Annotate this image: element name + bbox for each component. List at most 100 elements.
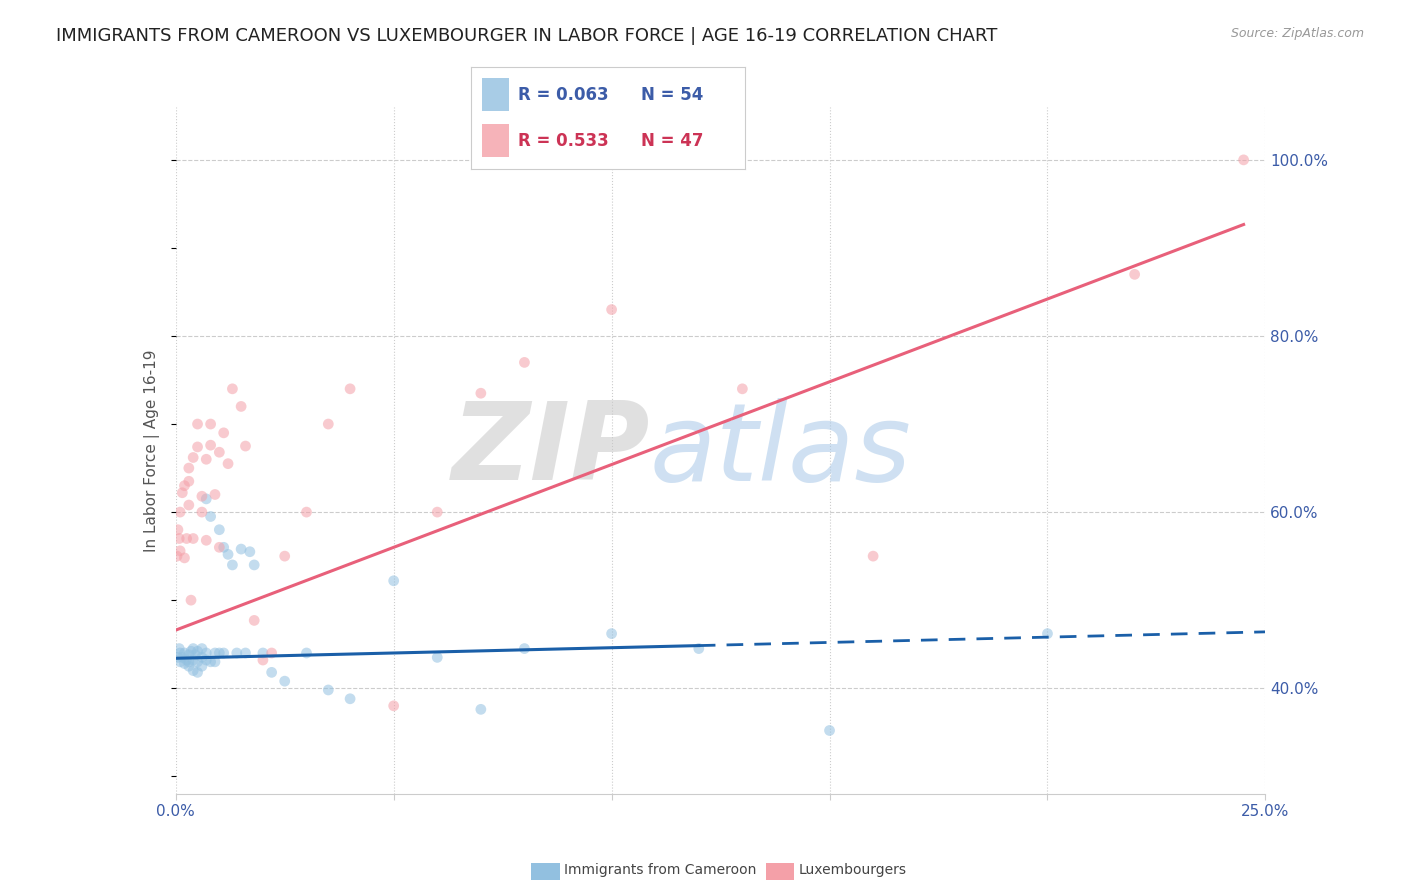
Point bbox=[177, 648, 200, 662]
Point bbox=[208, 646, 231, 660]
Point bbox=[382, 574, 405, 588]
Point bbox=[167, 650, 190, 665]
Point bbox=[172, 485, 194, 500]
Point bbox=[195, 653, 218, 667]
Point bbox=[688, 641, 710, 656]
Point bbox=[167, 523, 190, 537]
Point bbox=[235, 439, 257, 453]
Point bbox=[243, 614, 266, 628]
Point bbox=[173, 478, 195, 492]
Point bbox=[176, 653, 198, 667]
Point bbox=[184, 648, 207, 662]
Point bbox=[208, 541, 231, 555]
Point bbox=[217, 547, 239, 561]
Point bbox=[169, 505, 191, 519]
Point bbox=[173, 550, 195, 565]
Point bbox=[191, 641, 214, 656]
Point bbox=[470, 702, 492, 716]
Point bbox=[195, 646, 218, 660]
Point bbox=[177, 461, 200, 475]
Point bbox=[600, 302, 623, 317]
Point bbox=[176, 532, 198, 546]
Point bbox=[239, 545, 262, 559]
Point bbox=[426, 505, 449, 519]
Point bbox=[243, 558, 266, 572]
Text: IMMIGRANTS FROM CAMEROON VS LUXEMBOURGER IN LABOR FORCE | AGE 16-19 CORRELATION : IMMIGRANTS FROM CAMEROON VS LUXEMBOURGER… bbox=[56, 27, 998, 45]
Point bbox=[180, 644, 202, 658]
Point bbox=[195, 452, 218, 467]
Point bbox=[862, 549, 884, 563]
Point bbox=[382, 698, 405, 713]
Point bbox=[167, 641, 190, 656]
Point bbox=[231, 542, 253, 557]
Point bbox=[181, 653, 204, 667]
Point bbox=[186, 417, 209, 431]
Point bbox=[235, 646, 257, 660]
Point bbox=[181, 450, 204, 465]
Point bbox=[181, 664, 204, 678]
Point bbox=[818, 723, 841, 738]
Point bbox=[212, 541, 235, 555]
Point bbox=[225, 646, 247, 660]
Point bbox=[169, 544, 191, 558]
Text: Luxembourgers: Luxembourgers bbox=[799, 863, 907, 877]
Bar bbox=[482, 124, 509, 157]
Point bbox=[195, 491, 218, 506]
Point bbox=[172, 650, 194, 665]
Point bbox=[195, 533, 218, 548]
Point bbox=[600, 626, 623, 640]
Point bbox=[470, 386, 492, 401]
Text: Immigrants from Cameroon: Immigrants from Cameroon bbox=[564, 863, 756, 877]
Point bbox=[204, 487, 226, 501]
Point bbox=[177, 475, 200, 489]
Point bbox=[173, 646, 195, 660]
Point bbox=[731, 382, 754, 396]
Point bbox=[200, 438, 222, 452]
Point bbox=[208, 523, 231, 537]
Text: N = 47: N = 47 bbox=[641, 132, 703, 150]
Point bbox=[181, 641, 204, 656]
Point bbox=[252, 653, 274, 667]
Point bbox=[1036, 626, 1059, 640]
Text: Source: ZipAtlas.com: Source: ZipAtlas.com bbox=[1230, 27, 1364, 40]
Point bbox=[1123, 268, 1146, 282]
Point bbox=[231, 400, 253, 414]
Point bbox=[191, 489, 214, 503]
Point bbox=[221, 558, 243, 572]
Y-axis label: In Labor Force | Age 16-19: In Labor Force | Age 16-19 bbox=[143, 349, 160, 552]
Point bbox=[177, 659, 200, 673]
Point bbox=[339, 382, 361, 396]
Point bbox=[186, 665, 209, 680]
Point bbox=[426, 650, 449, 665]
Text: atlas: atlas bbox=[650, 398, 911, 503]
Point bbox=[169, 655, 191, 669]
Point bbox=[186, 655, 209, 669]
Point bbox=[513, 355, 536, 369]
Point bbox=[186, 644, 209, 658]
Point bbox=[274, 674, 297, 689]
Point bbox=[186, 440, 209, 454]
Point bbox=[173, 657, 195, 671]
Point bbox=[180, 593, 202, 607]
Point bbox=[167, 532, 190, 546]
Point bbox=[208, 445, 231, 459]
Point bbox=[217, 457, 239, 471]
Point bbox=[200, 417, 222, 431]
Point bbox=[339, 691, 361, 706]
Bar bbox=[482, 78, 509, 111]
Point bbox=[204, 646, 226, 660]
Point bbox=[318, 417, 340, 431]
Point bbox=[1232, 153, 1256, 167]
Point bbox=[200, 509, 222, 524]
Point bbox=[191, 659, 214, 673]
Point bbox=[260, 646, 283, 660]
Point bbox=[212, 646, 235, 660]
Point bbox=[318, 683, 340, 698]
Point bbox=[204, 655, 226, 669]
Point bbox=[177, 655, 200, 669]
Point bbox=[295, 646, 318, 660]
Point bbox=[252, 646, 274, 660]
Point bbox=[274, 549, 297, 563]
Point bbox=[260, 665, 283, 680]
Point bbox=[166, 549, 188, 563]
